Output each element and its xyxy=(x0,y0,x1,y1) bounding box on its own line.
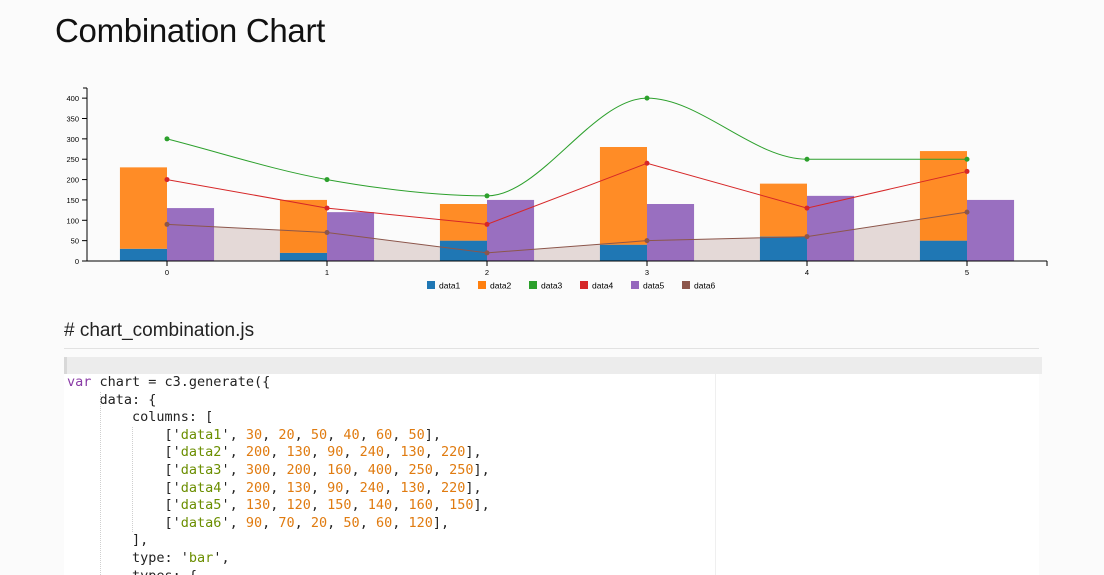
data4-point-4 xyxy=(804,205,810,211)
data5-bar-5 xyxy=(967,199,1015,261)
code-line: ['data3', 300, 200, 160, 400, 250, 250], xyxy=(67,462,490,478)
data5-bar-1 xyxy=(327,212,375,261)
data4-point-5 xyxy=(964,168,970,174)
indent-guide xyxy=(99,391,101,575)
data5-bar-0 xyxy=(167,208,215,261)
data3-point-2 xyxy=(484,193,490,199)
combination-chart: 0 50 100 150 200 250 300 350 400 0 1 2 3 4 5 data1 data2… xyxy=(66,87,1048,291)
data5-bar-4 xyxy=(807,195,855,261)
data6-point-4 xyxy=(804,234,810,240)
data3-point-0 xyxy=(164,136,170,142)
data6-point-3 xyxy=(644,238,650,244)
data2-legend-swatch xyxy=(478,281,486,289)
page-title: Combination Chart xyxy=(55,12,326,49)
y-tick-label-400: 400 xyxy=(66,94,79,103)
data3-legend-label: data3 xyxy=(541,281,563,291)
data5-legend-label: data5 xyxy=(643,281,665,291)
data6-point-0 xyxy=(164,221,170,227)
data1-legend-swatch xyxy=(427,281,435,289)
x-tick-label-3: 3 xyxy=(645,268,649,277)
x-tick-label-2: 2 xyxy=(485,268,489,277)
data1-bar-5 xyxy=(919,240,967,261)
code-line: ['data5', 130, 120, 150, 140, 160, 150], xyxy=(67,497,490,514)
section-heading: # chart_combination.js xyxy=(64,320,1039,349)
code-line: types: { xyxy=(67,568,197,575)
code-line: var chart = c3.generate({ xyxy=(67,374,271,390)
data6-point-2 xyxy=(484,250,490,256)
code-line: data: { xyxy=(67,391,157,408)
data3-spline xyxy=(166,97,967,197)
data6-legend-swatch xyxy=(682,281,690,289)
data1-bar-4 xyxy=(759,236,807,261)
data2-bar-3 xyxy=(599,147,647,245)
data4-point-1 xyxy=(324,205,330,211)
data5-bar-3 xyxy=(647,204,695,261)
code-line: ], xyxy=(67,532,149,549)
data4-point-3 xyxy=(644,160,650,166)
y-tick-label-0: 0 xyxy=(75,257,79,266)
data4-line xyxy=(166,162,968,225)
code-line: ['data4', 200, 130, 90, 240, 130, 220], xyxy=(67,479,482,496)
data6-line xyxy=(166,211,968,254)
y-tick-label-100: 100 xyxy=(66,216,79,225)
data6-point-1 xyxy=(324,230,330,235)
data1-bar-1 xyxy=(279,252,327,261)
data2-bar-5 xyxy=(919,151,967,241)
indent-guide xyxy=(132,426,134,533)
code-line: columns: [ xyxy=(67,409,214,426)
x-tick-label-0: 0 xyxy=(165,268,169,277)
x-tick-label-5: 5 xyxy=(965,268,969,277)
data4-legend-label: data4 xyxy=(592,281,614,291)
x-tick-label-1: 1 xyxy=(325,268,329,277)
code-line: type: 'bar', xyxy=(67,550,230,566)
data1-bar-3 xyxy=(599,244,647,261)
data3-point-5 xyxy=(964,156,970,162)
data2-bar-4 xyxy=(759,183,807,237)
data4-point-0 xyxy=(164,177,170,183)
code-line: ['data2', 200, 130, 90, 240, 130, 220], xyxy=(67,444,482,461)
y-tick-label-350: 350 xyxy=(66,115,79,124)
data6-point-5 xyxy=(964,209,970,215)
code-toolbar xyxy=(64,357,1042,374)
y-tick-label-150: 150 xyxy=(66,196,79,205)
y-tick-label-200: 200 xyxy=(66,176,79,185)
code-line: ['data6', 90, 70, 20, 50, 60, 120], xyxy=(67,514,450,531)
y-tick-label-250: 250 xyxy=(66,155,79,164)
data3-legend-swatch xyxy=(529,281,537,289)
data6-legend-label: data6 xyxy=(694,281,716,291)
code-line: ['data1', 30, 20, 50, 40, 60, 50], xyxy=(67,426,442,443)
data1-legend-label: data1 xyxy=(439,281,461,291)
data3-point-4 xyxy=(804,156,810,162)
data1-bar-2 xyxy=(439,240,487,261)
data5-legend-swatch xyxy=(631,281,639,289)
data2-bar-0 xyxy=(119,167,167,249)
code-print-margin xyxy=(715,374,716,575)
data3-point-3 xyxy=(644,95,650,101)
data1-bar-0 xyxy=(119,248,167,261)
data3-point-1 xyxy=(324,177,330,183)
y-tick-label-300: 300 xyxy=(66,135,79,144)
y-tick-label-50: 50 xyxy=(71,237,79,246)
data2-bar-1 xyxy=(279,199,327,253)
code-block[interactable]: var chart = c3.generate({ data: { column… xyxy=(64,374,1039,575)
x-tick-label-4: 4 xyxy=(805,268,809,277)
data4-legend-swatch xyxy=(580,281,588,289)
data2-legend-label: data2 xyxy=(490,281,512,291)
data4-point-2 xyxy=(484,221,490,227)
